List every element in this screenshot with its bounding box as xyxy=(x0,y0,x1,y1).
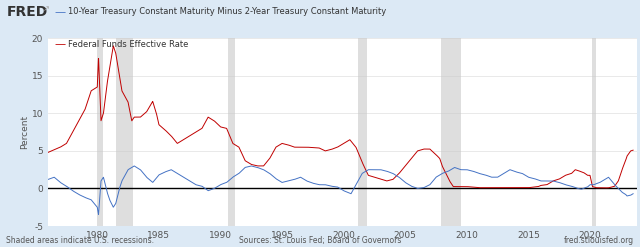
Bar xyxy=(97,38,104,226)
Text: Federal Funds Effective Rate: Federal Funds Effective Rate xyxy=(68,40,189,48)
Bar xyxy=(358,38,367,226)
Bar xyxy=(116,38,133,226)
Text: Sources: St. Louis Fed; Board of Governors: Sources: St. Louis Fed; Board of Governo… xyxy=(239,236,401,245)
Text: fred.stlouisfed.org: fred.stlouisfed.org xyxy=(563,236,634,245)
Bar xyxy=(593,38,596,226)
Text: ↗: ↗ xyxy=(43,4,50,13)
Text: Shaded areas indicate U.S. recessions.: Shaded areas indicate U.S. recessions. xyxy=(6,236,154,245)
Text: 10-Year Treasury Constant Maturity Minus 2-Year Treasury Constant Maturity: 10-Year Treasury Constant Maturity Minus… xyxy=(68,7,387,16)
Text: —: — xyxy=(54,7,65,17)
Y-axis label: Percent: Percent xyxy=(20,115,29,149)
Text: —: — xyxy=(54,40,65,49)
Bar xyxy=(228,38,236,226)
Bar xyxy=(441,38,461,226)
Text: FRED: FRED xyxy=(6,5,47,19)
